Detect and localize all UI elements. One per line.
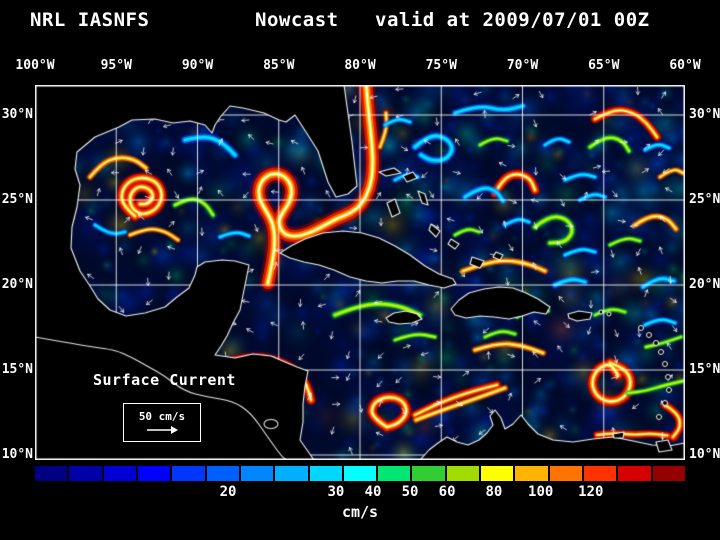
colorbar-segment [412, 466, 445, 481]
colorbar-tick-label: 60 [438, 484, 456, 500]
lon-tick-label: 70°W [506, 58, 539, 73]
colorbar-segment [481, 466, 514, 481]
map-frame: Surface Current 50 cm/s [35, 85, 685, 460]
lon-tick-label: 85°W [263, 58, 295, 73]
model-name: NRL IASNFS [30, 9, 150, 31]
colorbar-segment [309, 466, 342, 481]
colorbar-segment [240, 466, 274, 481]
colorbar-tick-label: 40 [364, 484, 382, 500]
lat-tick-label-left: 20°N [1, 277, 33, 292]
colorbar-tick-label: 50 [401, 484, 419, 500]
surface-current-annotation: Surface Current [93, 371, 236, 389]
colorbar-segment [343, 466, 377, 481]
lon-tick-label: 95°W [100, 58, 132, 73]
lon-tick-label: 65°W [588, 58, 620, 73]
lon-tick-label: 60°W [669, 58, 701, 73]
colorbar-segment [515, 466, 548, 481]
colorbar-tick-label: 100 [528, 484, 554, 500]
reference-vector-arrow-icon [147, 426, 178, 434]
lat-tick-label-right: 25°N [689, 192, 720, 207]
colorbar-tick-label: 20 [219, 484, 237, 500]
colorbar-segment [103, 466, 136, 481]
colorbar-units-label: cm/s [341, 503, 379, 521]
lat-tick-label-left: 15°N [1, 362, 33, 377]
valid-time: valid at 2009/07/01 00Z [375, 9, 650, 31]
lat-tick-label-right: 15°N [689, 362, 720, 377]
colorbar-segment [35, 466, 68, 481]
colorbar-segment [652, 466, 685, 481]
lat-tick-label-left: 30°N [1, 107, 33, 122]
lat-tick-label-right: 20°N [689, 277, 720, 292]
lon-tick-label: 75°W [425, 58, 457, 73]
colorbar-tick-label: 80 [485, 484, 503, 500]
colorbar-segment [206, 466, 239, 481]
colorbar-segment [549, 466, 582, 481]
colorbar-segment [584, 466, 617, 481]
colorbar-segment [618, 466, 651, 481]
colorbar-segment [172, 466, 205, 481]
colorbar-segment [69, 466, 102, 481]
colorbar-segment [378, 466, 411, 481]
reference-vector-box: 50 cm/s [123, 403, 201, 442]
product-name: Nowcast [255, 9, 339, 31]
lon-tick-label: 100°W [15, 58, 55, 73]
colorbar-tick-label: 120 [578, 484, 604, 500]
lat-tick-label-left: 25°N [1, 192, 33, 207]
lat-tick-label-right: 10°N [689, 447, 720, 462]
colorbar [35, 466, 685, 481]
lon-tick-label: 80°W [344, 58, 376, 73]
colorbar-segment [275, 466, 308, 481]
surface-current-map-canvas [35, 85, 685, 460]
lat-tick-label-right: 30°N [689, 107, 720, 122]
colorbar-segment [446, 466, 480, 481]
reference-vector-label: 50 cm/s [138, 410, 186, 423]
lon-tick-label: 90°W [181, 58, 214, 73]
lat-tick-label-left: 10°N [1, 447, 33, 462]
colorbar-tick-label: 30 [327, 484, 345, 500]
colorbar-segment [137, 466, 171, 481]
